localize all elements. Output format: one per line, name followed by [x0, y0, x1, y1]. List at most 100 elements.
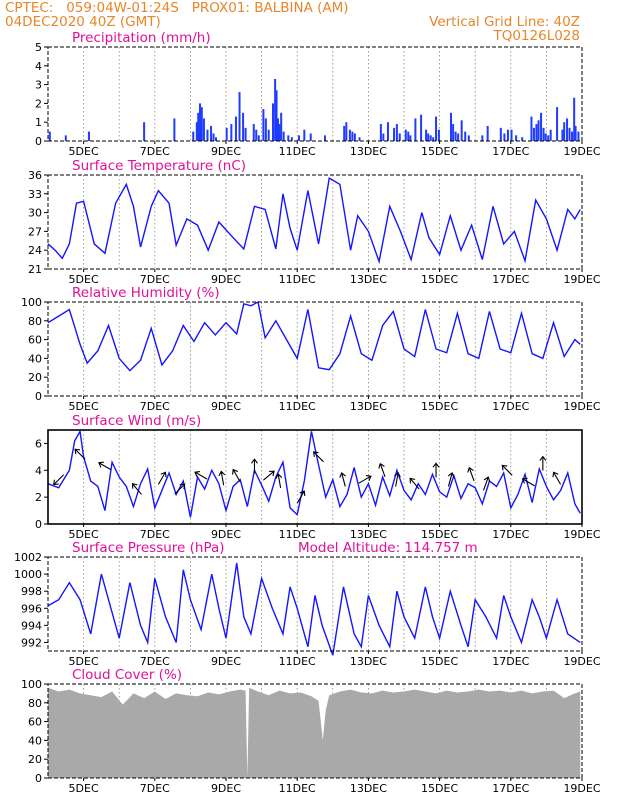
precip-bar	[244, 127, 247, 141]
y-tick-label: 40	[28, 352, 42, 365]
panel-title: Surface Wind (m/s)	[72, 413, 201, 429]
wind-arrow-icon	[296, 490, 306, 504]
precip-bar	[454, 131, 457, 141]
wind-arrow-head	[74, 448, 81, 455]
series-line	[47, 300, 581, 372]
precip-bar	[432, 137, 435, 141]
y-tick-label: 20	[28, 371, 42, 384]
wind-arrow-head	[432, 462, 440, 468]
precip-bar	[481, 135, 484, 141]
precip-bar	[467, 135, 470, 141]
plot-frame	[47, 556, 583, 652]
y-tick-label: 80	[28, 315, 42, 328]
precip-bar	[460, 120, 463, 141]
precip-bar	[215, 137, 218, 141]
wind-arrow-head	[218, 470, 226, 477]
x-tick-label: 5DEC	[69, 655, 99, 668]
precip-bar	[297, 135, 300, 141]
wind-arrow-icon	[74, 448, 86, 460]
wind-arrow-head	[394, 471, 401, 478]
x-tick-label: 9DEC	[211, 145, 241, 158]
wind-arrow-shaft	[174, 483, 186, 495]
precip-bar	[225, 127, 228, 141]
precip-bar	[486, 125, 489, 141]
panel-2: Relative Humidity (%) 0 20 40 60 80 100 5DEC 7DE…	[21, 285, 601, 413]
wind-arrow-icon	[312, 451, 324, 463]
cloud-cover-area	[48, 687, 581, 778]
wind-arrow-head	[299, 490, 306, 497]
wind-arrow-head	[269, 470, 275, 477]
x-tick-label: 17DEC	[492, 528, 529, 541]
precip-bar	[48, 131, 51, 141]
precip-bar	[303, 129, 306, 141]
x-tick-label: 7DEC	[140, 528, 170, 541]
precip-bar	[353, 133, 356, 141]
x-tick-label: 13DEC	[350, 655, 387, 668]
x-tick-label: 11DEC	[279, 273, 316, 286]
precip-bar	[200, 107, 203, 141]
x-tick-label: 15DEC	[421, 528, 458, 541]
y-tick-label: 80	[28, 697, 42, 710]
precip-bar	[230, 124, 233, 141]
wind-arrow-head	[339, 472, 346, 478]
plot-frame	[47, 429, 583, 525]
y-tick-label: 20	[28, 753, 42, 766]
y-tick-label: 100	[21, 296, 42, 309]
wind-arrow-shaft	[157, 472, 166, 485]
x-tick-label: 19DEC	[563, 782, 600, 795]
x-tick-label: 17DEC	[492, 145, 529, 158]
precip-bar	[414, 118, 417, 141]
wind-arrow-shaft	[501, 464, 513, 476]
wind-arrow-head	[232, 468, 238, 475]
y-tick-label: 5	[35, 41, 42, 54]
precip-bar	[407, 131, 410, 141]
x-tick-label: 9DEC	[211, 273, 241, 286]
y-tick-label: 3	[35, 79, 42, 92]
x-tick-label: 9DEC	[211, 400, 241, 413]
series-line	[47, 429, 581, 518]
y-tick-label: 40	[28, 734, 42, 747]
panel-title: Precipitation (mm/h)	[72, 30, 211, 46]
precip-bar	[435, 116, 438, 141]
header-date-line: 04DEC2020 40Z (GMT)	[5, 14, 161, 30]
precip-bar	[255, 129, 258, 141]
x-tick-label: 15DEC	[421, 273, 458, 286]
precip-bar	[574, 125, 577, 141]
x-tick-label: 17DEC	[492, 400, 529, 413]
panel-title: Surface Temperature (nC)	[72, 158, 246, 174]
plot-frame	[47, 683, 583, 779]
y-tick-label: 996	[21, 602, 42, 615]
precip-bar	[499, 127, 502, 141]
y-tick-label: 1002	[14, 551, 42, 564]
wind-arrow-shaft	[132, 483, 142, 495]
panel-title: Surface Pressure (hPa)	[72, 540, 225, 556]
y-tick-label: 36	[28, 169, 42, 182]
precip-bar	[257, 135, 260, 141]
precip-bar	[343, 125, 346, 141]
panel-0: Precipitation (mm/h) 0 1 2 3 4 5 5DEC 7DEC 9DEC 11…	[35, 30, 601, 158]
precip-bar	[278, 124, 281, 141]
precip-bar	[287, 135, 290, 141]
precip-bar	[348, 129, 351, 141]
header-model-code: TQ0126L028	[493, 28, 580, 44]
x-tick-label: 19DEC	[563, 528, 600, 541]
precip-bar	[420, 114, 423, 141]
panel-1: Surface Temperature (nC) 21 24 27 30 33 36 5DEC…	[28, 158, 601, 286]
precip-bar	[358, 137, 361, 141]
precip-bar	[252, 124, 255, 141]
panel-title: Cloud Cover (%)	[72, 667, 182, 683]
precip-bar	[556, 107, 559, 141]
wind-arrow-shaft	[277, 474, 282, 489]
panel-4: Surface Pressure (hPa) Model Altitude: 11…	[14, 540, 601, 668]
wind-arrow-icon	[539, 455, 547, 471]
wind-arrow-head	[312, 451, 319, 457]
precip-bar	[409, 135, 412, 141]
y-tick-label: 24	[28, 244, 42, 257]
wind-arrow-head	[501, 464, 508, 471]
x-tick-label: 15DEC	[421, 782, 458, 795]
wind-arrow-head	[365, 475, 372, 481]
precip-bar	[262, 109, 265, 141]
y-tick-label: 992	[21, 636, 42, 649]
wind-arrow-icon	[432, 462, 440, 478]
